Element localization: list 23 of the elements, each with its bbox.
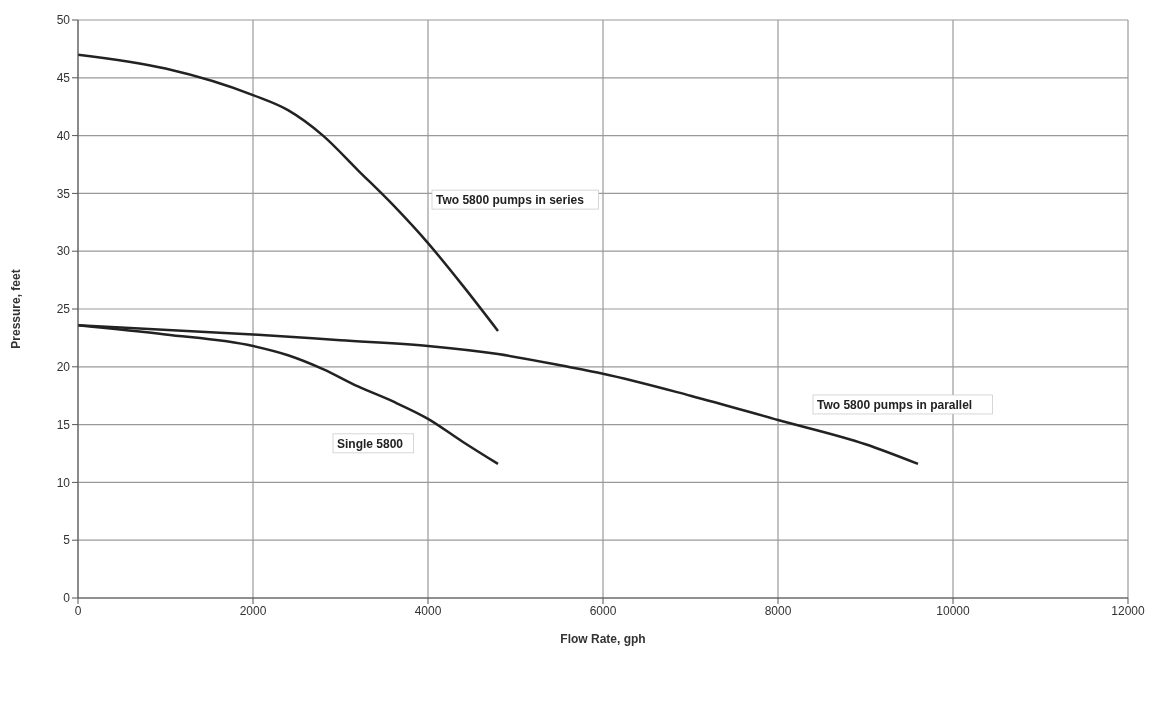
y-axis-title: Pressure, feet	[9, 269, 24, 349]
y-tick-label: 40	[56, 128, 71, 143]
series-label: Two 5800 pumps in parallel	[817, 397, 973, 412]
y-tick-label: 15	[56, 417, 71, 432]
text: Two 5800 pumps in series	[436, 193, 585, 208]
y-tick-label: 10	[56, 475, 71, 490]
y-tick-label: 25	[56, 302, 71, 317]
x-axis-title: Flow Rate, gph	[560, 632, 646, 646]
x-tick-label: 12000	[1111, 603, 1146, 618]
x-tick-label: 4000	[414, 603, 442, 618]
y-tick-label: 30	[56, 244, 71, 259]
y-tick-label: 50	[56, 13, 71, 28]
x-tick-label: 8000	[764, 603, 792, 618]
y-tick-label: 5	[63, 533, 71, 548]
y-tick-label: 0	[63, 591, 71, 606]
x-tick-label: 10000	[936, 603, 971, 618]
y-tick-label: 35	[56, 186, 71, 201]
y-tick-label: 45	[56, 71, 71, 86]
y-tick-label: 20	[56, 360, 71, 375]
x-tick-label: 0	[74, 603, 82, 618]
text: Single 5800	[337, 436, 404, 451]
x-tick-label: 6000	[589, 603, 617, 618]
x-tick-label: 2000	[239, 603, 267, 618]
